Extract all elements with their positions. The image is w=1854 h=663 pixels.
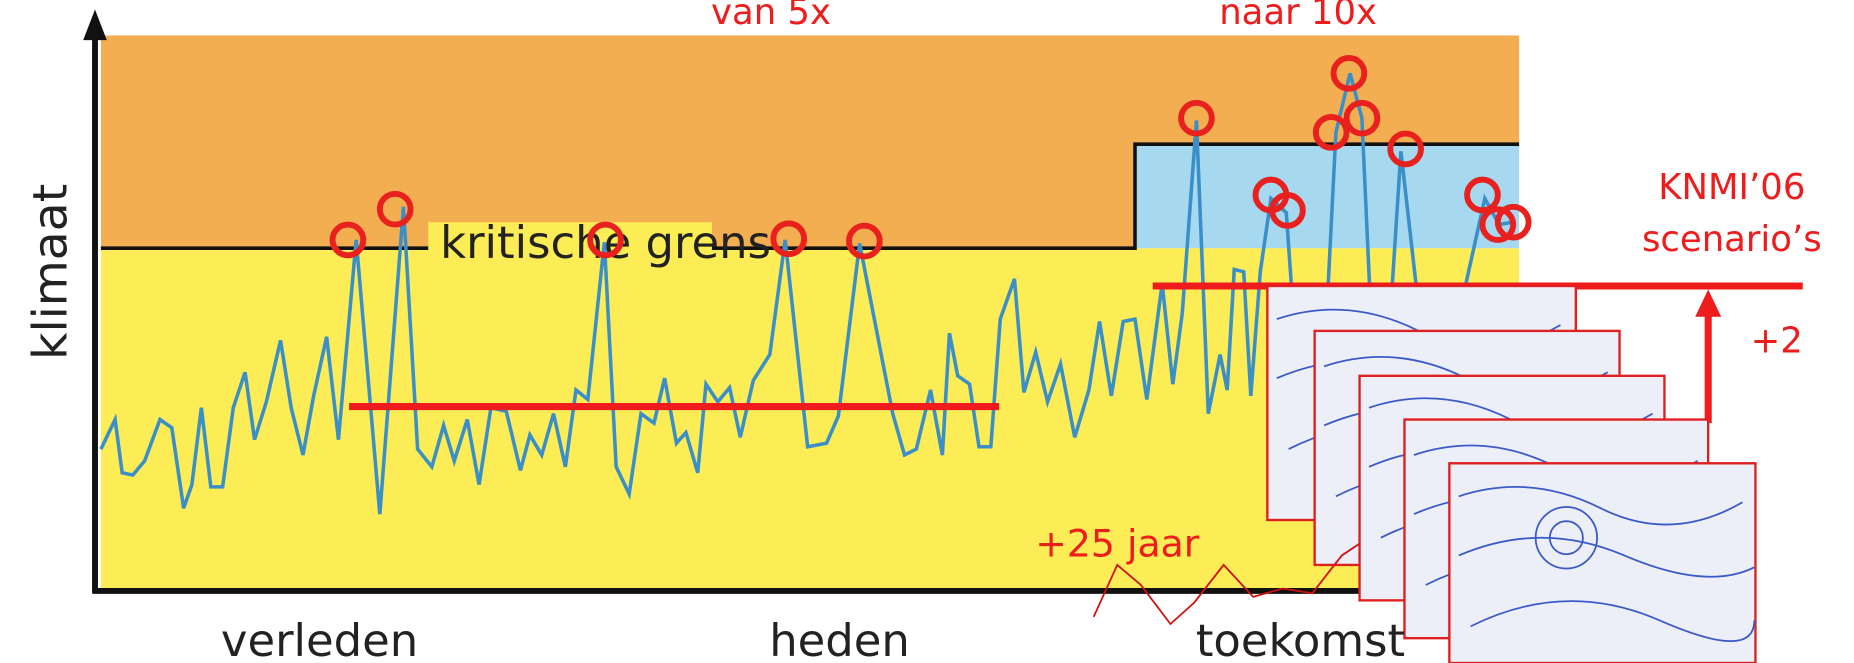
page: {"header": {"left": "van 5x", "right": "…	[0, 0, 1854, 663]
time-shift-label: +25 jaar	[1035, 522, 1200, 566]
diagram: kritische grens van 5x naar 10x klimaat …	[0, 0, 1854, 663]
scenario-subtitle: scenario’s	[1642, 219, 1822, 260]
period-label: toekomst	[1196, 614, 1405, 663]
period-label: heden	[769, 614, 910, 663]
weather-maps	[1267, 286, 1755, 663]
scenario-name: KNMI’06	[1658, 167, 1805, 208]
shift-arrow-head	[1695, 290, 1721, 317]
y-axis-arrow	[83, 9, 107, 40]
frequency-label: van 5x	[711, 0, 831, 33]
weather-map	[1449, 463, 1755, 663]
shift-label: +2	[1751, 321, 1803, 362]
frequency-label: naar 10x	[1219, 0, 1377, 33]
y-axis-label: klimaat	[24, 184, 79, 360]
period-label: verleden	[221, 614, 418, 663]
